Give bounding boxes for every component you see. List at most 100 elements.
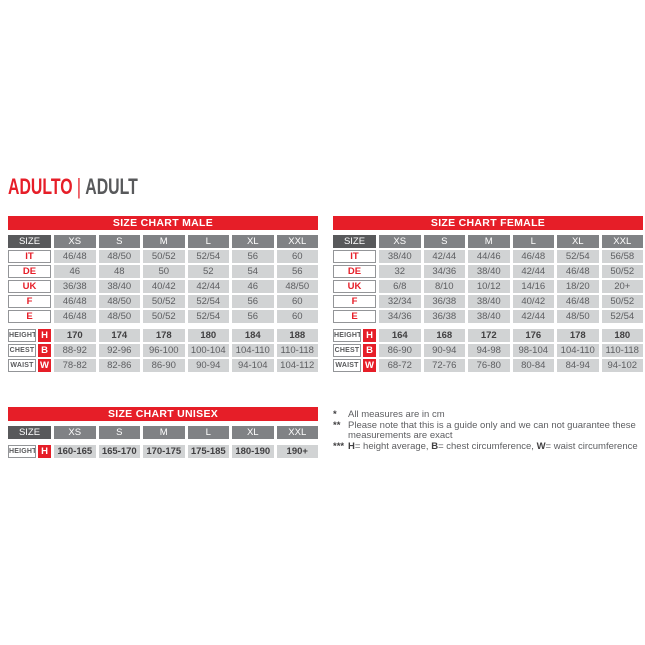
measure-value: 174	[98, 329, 140, 342]
row-label-de: DE	[8, 265, 51, 278]
measure-value: 165-170	[98, 445, 140, 458]
measure-badge-b: B	[38, 344, 51, 357]
size-value: 48/50	[98, 250, 140, 263]
size-value: 36/38	[423, 295, 465, 308]
size-value: 52/54	[187, 310, 229, 323]
measure-row-waist: WAIST W 78-82 82-86 86-90 90-94 94-104 104-112	[8, 359, 318, 372]
size-value: 46	[232, 280, 274, 293]
size-value: 50	[143, 265, 185, 278]
page-title-separator: |	[76, 174, 81, 199]
size-value: 20+	[601, 280, 643, 293]
footnote-marker: *	[333, 409, 337, 420]
measure-value: 78-82	[54, 359, 96, 372]
measure-value: 188	[276, 329, 318, 342]
size-value: 56	[232, 295, 274, 308]
footnote-text: H= height average, B= chest circumferenc…	[348, 440, 643, 453]
row-label-e: E	[8, 310, 51, 323]
measure-label-chest: CHEST	[333, 344, 361, 357]
row-label-e: E	[333, 310, 376, 323]
measure-value: 176	[512, 329, 554, 342]
measure-value: 84-94	[557, 359, 599, 372]
measure-value: 110-118	[601, 344, 643, 357]
size-value: 40/42	[143, 280, 185, 293]
size-value: 50/52	[601, 265, 643, 278]
column-header-xs: XS	[54, 235, 96, 248]
size-value: 60	[276, 310, 318, 323]
column-header-m: M	[468, 235, 510, 248]
measure-value: 100-104	[187, 344, 229, 357]
measure-value: 86-90	[379, 344, 421, 357]
measure-label-group: WAIST W	[333, 359, 376, 372]
measure-badge-h: H	[363, 329, 376, 342]
size-value: 48/50	[276, 280, 318, 293]
size-value: 38/40	[468, 295, 510, 308]
measure-label-group: HEIGHT H	[8, 329, 51, 342]
size-value: 34/36	[423, 265, 465, 278]
column-header-xxl: XXL	[276, 426, 318, 439]
footnote-segment: Please note that this is a guide only an…	[348, 419, 636, 441]
size-value: 50/52	[143, 295, 185, 308]
measure-label-group: HEIGHT H	[333, 329, 376, 342]
measure-value: 164	[379, 329, 421, 342]
measure-label-height: HEIGHT	[8, 445, 36, 458]
size-value: 50/52	[601, 295, 643, 308]
size-value: 60	[276, 295, 318, 308]
column-header-l: L	[512, 235, 554, 248]
size-value: 46/48	[54, 250, 96, 263]
size-value: 48/50	[98, 295, 140, 308]
measure-value: 80-84	[512, 359, 554, 372]
size-value: 10/12	[468, 280, 510, 293]
table-header-row: SIZE XS S M L XL XXL	[333, 235, 643, 248]
measure-value: 168	[423, 329, 465, 342]
footnote-3: *** H= height average, B= chest circumfer…	[333, 440, 643, 453]
measure-value: 160-165	[54, 445, 96, 458]
measure-label-group: HEIGHT H	[8, 445, 51, 458]
measure-badge-h: H	[38, 329, 51, 342]
size-value: 42/44	[512, 310, 554, 323]
column-header-xs: XS	[54, 426, 96, 439]
size-row-f: F 46/48 48/50 50/52 52/54 56 60	[8, 295, 318, 308]
size-row-de: DE 32 34/36 38/40 42/44 46/48 50/52	[333, 265, 643, 278]
size-value: 38/40	[468, 310, 510, 323]
table-title: SIZE CHART FEMALE	[333, 216, 643, 230]
size-value: 52/54	[187, 295, 229, 308]
size-value: 42/44	[512, 265, 554, 278]
page-title: ADULTO | ADULT	[8, 174, 138, 199]
size-row-uk: UK 36/38 38/40 40/42 42/44 46 48/50	[8, 280, 318, 293]
size-value: 46/48	[54, 310, 96, 323]
column-header-m: M	[143, 235, 185, 248]
row-label-it: IT	[333, 250, 376, 263]
footnote-segment: B	[431, 440, 439, 452]
size-value: 48/50	[98, 310, 140, 323]
size-value: 56/58	[601, 250, 643, 263]
measure-value: 94-104	[232, 359, 274, 372]
size-value: 60	[276, 250, 318, 263]
measure-value: 180-190	[232, 445, 274, 458]
column-header-xxl: XXL	[601, 235, 643, 248]
size-value: 44/46	[468, 250, 510, 263]
size-value: 46/48	[557, 265, 599, 278]
measure-label-group: WAIST W	[8, 359, 51, 372]
page-title-primary: ADULTO	[8, 174, 73, 199]
measure-badge-b: B	[363, 344, 376, 357]
measure-value: 175-185	[187, 445, 229, 458]
measure-value: 190+	[276, 445, 318, 458]
measure-value: 104-112	[276, 359, 318, 372]
footnote-segment: = waist circumference	[545, 440, 638, 452]
footnotes: * All measures are in cm ** Please note tha…	[333, 409, 643, 453]
footnote-text: Please note that this is a guide only an…	[348, 419, 643, 442]
measure-value: 178	[557, 329, 599, 342]
row-label-uk: UK	[333, 280, 376, 293]
measure-value: 98-104	[512, 344, 554, 357]
size-value: 32	[379, 265, 421, 278]
measure-badge-w: W	[363, 359, 376, 372]
size-value: 54	[232, 265, 274, 278]
size-value: 38/40	[98, 280, 140, 293]
row-label-it: IT	[8, 250, 51, 263]
measure-label-group: CHEST B	[333, 344, 376, 357]
measure-value: 90-94	[423, 344, 465, 357]
size-value: 50/52	[143, 250, 185, 263]
measure-label-chest: CHEST	[8, 344, 36, 357]
size-value: 6/8	[379, 280, 421, 293]
